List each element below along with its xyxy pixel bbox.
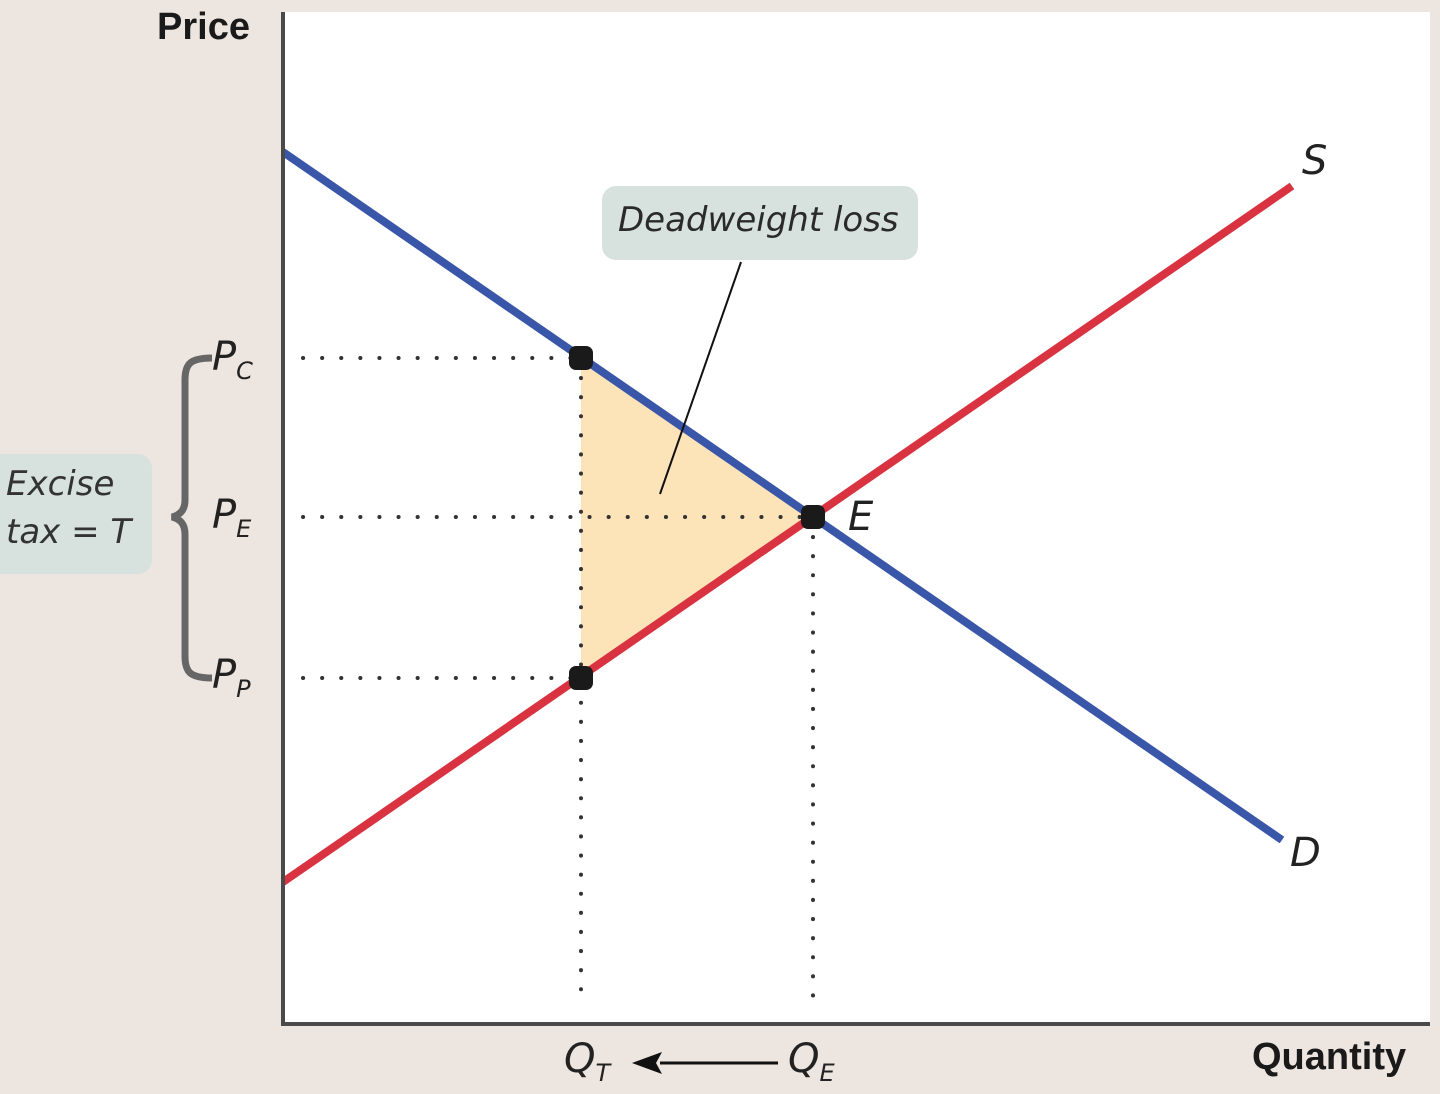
pe-label: PE <box>212 492 251 543</box>
pp-label: PP <box>212 652 251 703</box>
excise-line2: tax = T <box>6 512 132 552</box>
pc-main: P <box>212 334 237 380</box>
deadweight-label: Deadweight loss <box>618 200 899 240</box>
pc-sub: C <box>236 357 253 385</box>
deadweight-callout: Deadweight loss <box>602 186 918 260</box>
equilibrium-point <box>801 505 825 529</box>
pc-label: PC <box>212 334 253 385</box>
x-axis-title: Quantity <box>1252 1036 1407 1078</box>
qe-label: QE <box>788 1036 835 1087</box>
pc-point <box>569 346 593 370</box>
tax-brace <box>170 354 213 682</box>
qe-sub: E <box>819 1059 835 1087</box>
qt-sub: T <box>595 1059 611 1087</box>
pe-main: P <box>212 492 237 538</box>
arrow-head-icon <box>632 1052 662 1074</box>
pp-sub: P <box>236 675 251 703</box>
guide-lines <box>301 356 815 1006</box>
pp-main: P <box>212 652 237 698</box>
deadweight-loss-area <box>581 358 813 678</box>
demand-label: D <box>1290 830 1321 876</box>
excise-tax-callout: Excise tax = T <box>0 454 152 574</box>
deadweight-leader-line <box>659 261 742 495</box>
qt-label: QT <box>564 1036 610 1087</box>
demand-curve <box>280 148 1285 844</box>
y-axis-title: Price <box>157 6 250 48</box>
supply-curve <box>280 182 1295 886</box>
qe-main: Q <box>788 1036 820 1082</box>
qt-main: Q <box>564 1036 596 1082</box>
excise-line1: Excise <box>6 464 115 504</box>
equilibrium-label: E <box>848 494 874 540</box>
pp-point <box>569 666 593 690</box>
pe-sub: E <box>236 515 252 543</box>
supply-label: S <box>1302 138 1328 184</box>
